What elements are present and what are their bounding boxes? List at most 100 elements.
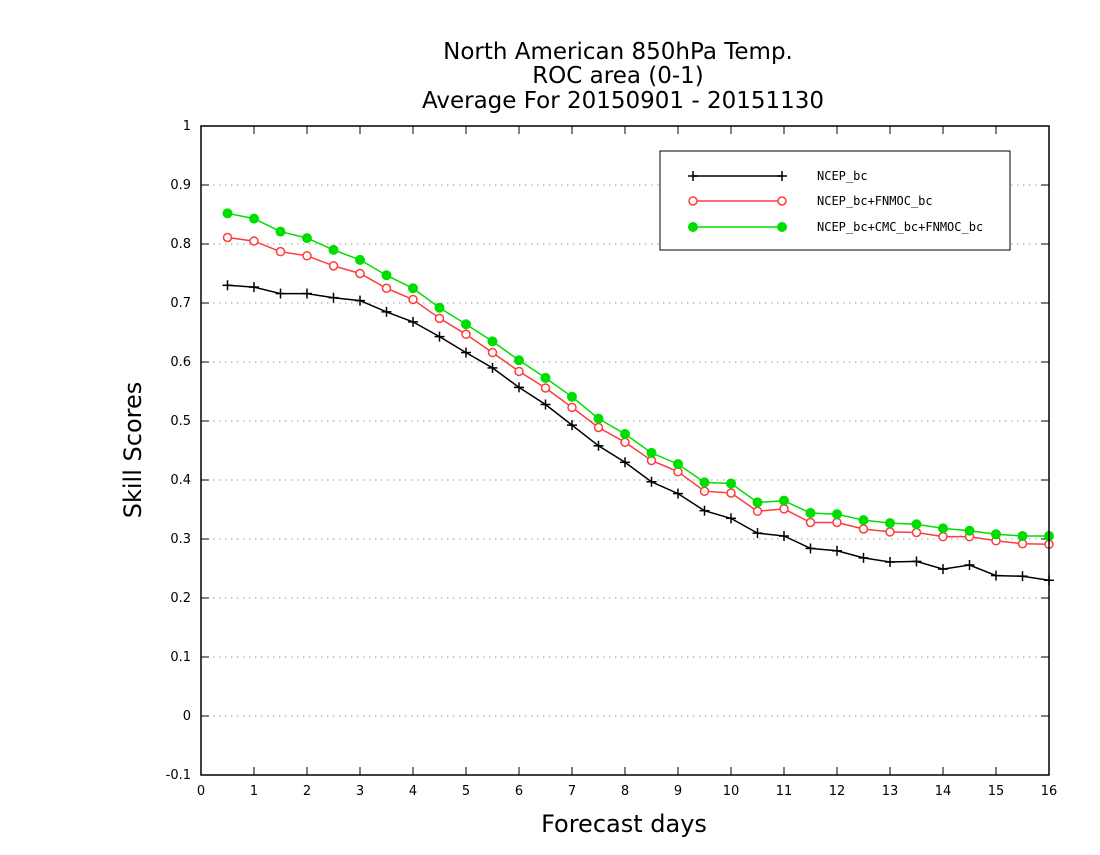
point-ncep-bc-25 (885, 557, 895, 568)
legend-label-ncep-bc-fnmoc-bc: NCEP_bc+FNMOC_bc (817, 194, 933, 208)
y-tick-label-2: 0.1 (170, 650, 191, 665)
legend-entry-ncep-bc-cmc-bc-fnmoc-bc: NCEP_bc+CMC_bc+FNMOC_bc (688, 220, 983, 234)
point-ncep-bc-4 (328, 292, 339, 303)
point-ncep-bc-fnmoc-bc-2 (275, 246, 286, 257)
point-ncep-bc-fnmoc-bc-15 (620, 437, 630, 447)
legend-marker-end-ncep-bc-fnmoc-bc (777, 196, 787, 206)
point-ncep-bc-18 (699, 505, 710, 516)
y-tick-label-10: 0.9 (170, 178, 191, 193)
y-tick-label-9: 0.8 (170, 237, 191, 252)
y-tick-label-6: 0.5 (170, 414, 191, 429)
x-tick-label-0: 0 (197, 784, 205, 799)
point-ncep-bc-fnmoc-bc-18 (699, 486, 710, 496)
legend: NCEP_bc NCEP_bc+FNMOC_bc NCEP_bc+CMC_bc+FN… (659, 150, 1011, 251)
x-tick-label-12: 12 (829, 784, 846, 799)
point-ncep-bc-29 (991, 570, 1001, 581)
x-tick-label-8: 8 (621, 784, 629, 799)
legend-entry-ncep-bc: NCEP_bc (688, 169, 868, 183)
point-ncep-bc-26 (911, 556, 922, 567)
point-ncep-bc-cmc-bc-fnmoc-bc-14 (593, 413, 604, 424)
data-series (222, 208, 1054, 586)
point-ncep-bc-fnmoc-bc-27 (938, 531, 948, 542)
x-tick-label-16: 16 (1041, 784, 1058, 799)
point-ncep-bc-fnmoc-bc-10 (487, 347, 498, 358)
point-ncep-bc-fnmoc-bc-3 (302, 251, 312, 261)
point-ncep-bc-12 (540, 399, 551, 410)
point-ncep-bc-cmc-bc-fnmoc-bc-16 (646, 447, 657, 458)
point-ncep-bc-fnmoc-bc-1 (249, 236, 259, 246)
point-ncep-bc-cmc-bc-fnmoc-bc-20 (752, 497, 763, 508)
y-tick-label-3: 0.2 (170, 591, 191, 606)
legend-entry-ncep-bc-fnmoc-bc: NCEP_bc+FNMOC_bc (688, 194, 933, 208)
point-ncep-bc-cmc-bc-fnmoc-bc-23 (832, 509, 842, 520)
point-ncep-bc-fnmoc-bc-21 (779, 504, 789, 514)
legend-marker-end-ncep-bc-cmc-bc-fnmoc-bc (777, 222, 787, 232)
point-ncep-bc-cmc-bc-fnmoc-bc-8 (434, 302, 445, 313)
point-ncep-bc-cmc-bc-fnmoc-bc-12 (540, 372, 551, 383)
point-ncep-bc-7 (408, 316, 418, 327)
legend-marker-start-ncep-bc-fnmoc-bc (688, 196, 698, 206)
title-line-1: North American 850hPa Temp. (443, 39, 793, 65)
point-ncep-bc-14 (593, 440, 604, 451)
y-tick-label-8: 0.7 (170, 296, 191, 311)
y-tick-label-0: -0.1 (166, 768, 191, 783)
point-ncep-bc-19 (726, 513, 736, 524)
point-ncep-bc-fnmoc-bc-11 (514, 366, 524, 377)
point-ncep-bc-cmc-bc-fnmoc-bc-28 (964, 525, 975, 536)
point-ncep-bc-cmc-bc-fnmoc-bc-27 (938, 523, 948, 534)
point-ncep-bc-6 (381, 306, 392, 317)
point-ncep-bc-fnmoc-bc-25 (885, 527, 895, 537)
point-ncep-bc-cmc-bc-fnmoc-bc-5 (355, 254, 365, 265)
point-ncep-bc-cmc-bc-fnmoc-bc-10 (487, 336, 498, 347)
point-ncep-bc-1 (249, 282, 259, 293)
legend-marker-start-ncep-bc (688, 171, 698, 181)
point-ncep-bc-cmc-bc-fnmoc-bc-4 (328, 244, 339, 255)
x-tick-label-14: 14 (935, 784, 952, 799)
point-ncep-bc-cmc-bc-fnmoc-bc-22 (805, 508, 816, 519)
point-ncep-bc-cmc-bc-fnmoc-bc-2 (275, 226, 286, 237)
point-ncep-bc-fnmoc-bc-23 (832, 517, 842, 528)
point-ncep-bc-fnmoc-bc-4 (328, 261, 339, 271)
point-ncep-bc-cmc-bc-fnmoc-bc-0 (222, 208, 233, 219)
point-ncep-bc-fnmoc-bc-8 (434, 313, 445, 324)
point-ncep-bc-cmc-bc-fnmoc-bc-26 (911, 519, 922, 530)
plot-area-frame (200, 125, 1050, 776)
point-ncep-bc-11 (514, 382, 524, 393)
point-ncep-bc-cmc-bc-fnmoc-bc-6 (381, 270, 392, 281)
point-ncep-bc-fnmoc-bc-7 (408, 294, 418, 305)
x-tick-label-9: 9 (674, 784, 682, 799)
axis-ticks (200, 125, 1050, 776)
legend-marker-start-ncep-bc-cmc-bc-fnmoc-bc (688, 222, 698, 232)
y-tick-label-11: 1 (183, 119, 191, 134)
point-ncep-bc-fnmoc-bc-24 (858, 524, 869, 534)
point-ncep-bc-10 (487, 362, 498, 373)
y-tick-label-5: 0.4 (170, 473, 191, 488)
point-ncep-bc-cmc-bc-fnmoc-bc-7 (408, 283, 418, 294)
point-ncep-bc-21 (779, 531, 789, 542)
point-ncep-bc-23 (832, 545, 842, 556)
point-ncep-bc-cmc-bc-fnmoc-bc-19 (726, 478, 736, 489)
x-tick-labels: 0 1 2 3 4 5 6 7 8 9 10 11 12 13 14 15 16 (197, 784, 1057, 799)
point-ncep-bc-cmc-bc-fnmoc-bc-18 (699, 477, 710, 488)
point-ncep-bc-cmc-bc-fnmoc-bc-9 (461, 319, 471, 330)
point-ncep-bc-fnmoc-bc-6 (381, 283, 392, 293)
legend-label-ncep-bc: NCEP_bc (817, 169, 868, 183)
point-ncep-bc-cmc-bc-fnmoc-bc-21 (779, 495, 789, 506)
y-axis-label: Skill Scores (119, 382, 147, 519)
point-ncep-bc-fnmoc-bc-22 (805, 517, 816, 528)
x-tick-label-3: 3 (356, 784, 364, 799)
point-ncep-bc-17 (673, 488, 683, 499)
point-ncep-bc-16 (646, 476, 657, 487)
point-ncep-bc-cmc-bc-fnmoc-bc-25 (885, 518, 895, 529)
point-ncep-bc-13 (567, 420, 577, 431)
point-ncep-bc-15 (620, 457, 630, 468)
point-ncep-bc-fnmoc-bc-26 (911, 527, 922, 538)
x-tick-label-15: 15 (988, 784, 1005, 799)
point-ncep-bc-cmc-bc-fnmoc-bc-30 (1017, 531, 1028, 542)
point-ncep-bc-fnmoc-bc-0 (222, 232, 233, 243)
point-ncep-bc-8 (434, 331, 445, 342)
point-ncep-bc-fnmoc-bc-9 (461, 329, 471, 340)
point-ncep-bc-30 (1017, 571, 1028, 582)
point-ncep-bc-20 (752, 528, 763, 539)
